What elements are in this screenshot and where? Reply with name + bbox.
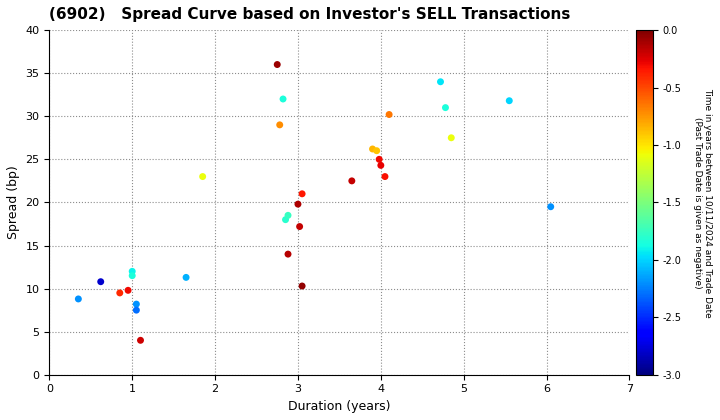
Point — [127, 272, 138, 279]
Point — [130, 307, 142, 313]
Point — [127, 268, 138, 275]
Point — [440, 104, 451, 111]
Point — [277, 96, 289, 102]
Point — [545, 203, 557, 210]
Point — [180, 274, 192, 281]
Point — [197, 173, 208, 180]
Point — [95, 278, 107, 285]
Point — [271, 61, 283, 68]
Point — [446, 134, 457, 141]
Point — [297, 283, 308, 289]
Point — [274, 121, 286, 128]
Point — [292, 201, 304, 207]
Point — [297, 190, 308, 197]
Point — [379, 173, 391, 180]
Point — [282, 212, 294, 219]
Point — [371, 147, 382, 154]
Point — [73, 296, 84, 302]
Point — [282, 251, 294, 257]
Y-axis label: Time in years between 10/11/2024 and Trade Date
(Past Trade Date is given as neg: Time in years between 10/11/2024 and Tra… — [693, 87, 712, 317]
Point — [375, 162, 387, 169]
X-axis label: Duration (years): Duration (years) — [288, 400, 391, 413]
Point — [114, 289, 125, 296]
Point — [135, 337, 146, 344]
Point — [122, 287, 134, 294]
Point — [503, 97, 515, 104]
Point — [374, 156, 385, 163]
Point — [366, 146, 378, 152]
Text: (6902)   Spread Curve based on Investor's SELL Transactions: (6902) Spread Curve based on Investor's … — [50, 7, 571, 22]
Point — [346, 178, 358, 184]
Y-axis label: Spread (bp): Spread (bp) — [7, 165, 20, 239]
Point — [435, 79, 446, 85]
Point — [294, 223, 305, 230]
Point — [280, 216, 292, 223]
Point — [130, 301, 142, 307]
Point — [383, 111, 395, 118]
